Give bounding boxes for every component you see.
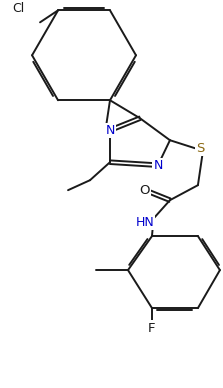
Text: O: O: [140, 184, 150, 197]
Text: F: F: [148, 322, 156, 334]
Text: N: N: [153, 159, 163, 172]
Text: Cl: Cl: [12, 2, 24, 15]
Text: N: N: [105, 124, 115, 137]
Text: S: S: [196, 142, 204, 155]
Text: HN: HN: [136, 216, 154, 229]
